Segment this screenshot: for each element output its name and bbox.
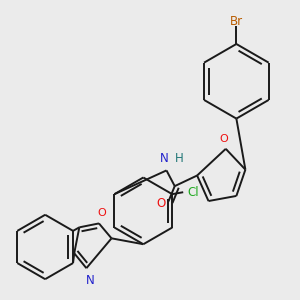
Text: N: N: [86, 274, 95, 287]
Text: Cl: Cl: [187, 186, 199, 199]
Text: Br: Br: [230, 15, 243, 28]
Text: O: O: [220, 134, 229, 144]
Text: O: O: [157, 197, 166, 210]
Text: O: O: [97, 208, 106, 218]
Text: N: N: [160, 152, 169, 164]
Text: H: H: [175, 152, 183, 164]
